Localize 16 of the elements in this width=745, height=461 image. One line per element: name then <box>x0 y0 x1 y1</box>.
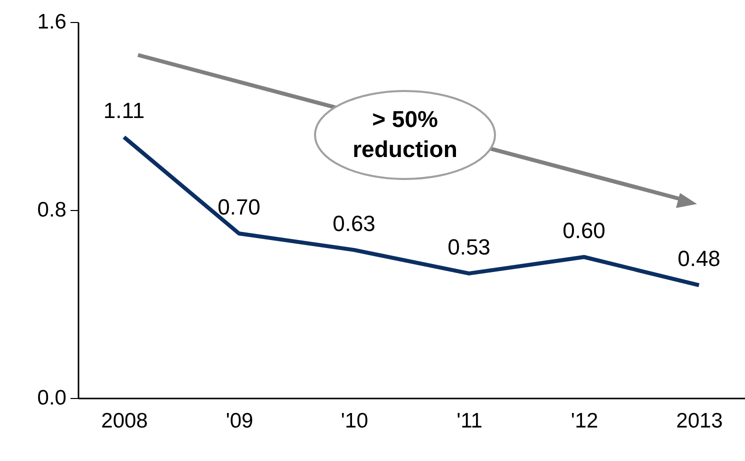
data-label: 0.53 <box>448 234 490 260</box>
data-label: 0.63 <box>332 210 376 236</box>
x-tick-label: '11 <box>456 410 482 432</box>
data-label: 0.60 <box>562 218 606 243</box>
data-label: 0.48 <box>678 246 720 272</box>
y-tick-label: 0.0 <box>37 386 66 410</box>
x-tick-label: 2013 <box>676 410 723 432</box>
x-tick-label: 2008 <box>101 410 148 432</box>
data-label: 0.70 <box>218 194 260 220</box>
x-tick-label: '09 <box>226 410 254 432</box>
y-tick-label: 1.6 <box>37 10 66 34</box>
y-tick-label: 0.8 <box>37 198 66 222</box>
x-tick-label: '12 <box>570 410 598 432</box>
annotation: > 50% reduction <box>352 106 458 162</box>
x-tick-label: '10 <box>340 410 368 432</box>
data-label: 1.11 <box>103 98 145 124</box>
